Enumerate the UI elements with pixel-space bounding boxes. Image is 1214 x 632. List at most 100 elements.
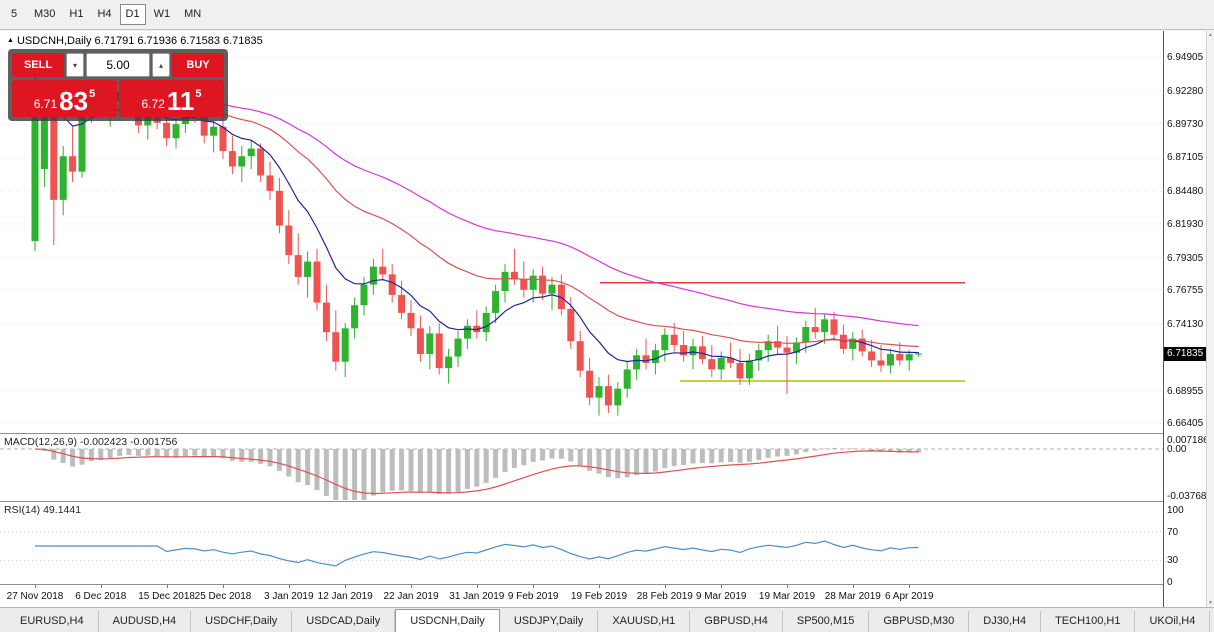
sell-price-box[interactable]: 6.71 83 5 bbox=[12, 80, 117, 117]
date-label: 28 Feb 2019 bbox=[636, 591, 693, 602]
chart-tab-gbpusd-m30[interactable]: GBPUSD,M30 bbox=[869, 611, 970, 632]
chart-tab-dj30-h4[interactable]: DJ30,H4 bbox=[969, 611, 1042, 632]
sell-big-figure: 6.71 bbox=[33, 96, 58, 111]
buy-price-box[interactable]: 6.72 11 5 bbox=[119, 80, 224, 117]
chart-tab-usdjpy-daily[interactable]: USDJPY,Daily bbox=[500, 611, 599, 632]
date-label: 22 Jan 2019 bbox=[383, 591, 439, 602]
chart-tab-ukoil-h4[interactable]: UKOil,H4 bbox=[1135, 611, 1211, 632]
chevron-up-icon: ▴ bbox=[158, 60, 163, 70]
date-tick bbox=[909, 585, 911, 588]
sell-pips: 83 bbox=[59, 86, 89, 116]
macd-label: MACD(12,26,9) -0.002423 -0.001756 bbox=[4, 436, 178, 448]
rsi-level-0: 0 bbox=[1167, 577, 1173, 588]
date-tick bbox=[166, 585, 168, 588]
chart-tab-usdcnh-daily[interactable]: USDCNH,Daily bbox=[395, 609, 500, 632]
price-axis-label: 6.94905 bbox=[1167, 52, 1204, 64]
timeframe-button-h1[interactable]: H1 bbox=[69, 8, 84, 20]
date-label: 27 Nov 2018 bbox=[6, 591, 64, 602]
scrollbar-down-icon[interactable]: ▼ bbox=[1208, 600, 1213, 606]
scrollbar-up-icon[interactable]: ▲ bbox=[1208, 32, 1213, 38]
price-axis-label: 6.68955 bbox=[1167, 385, 1204, 397]
macd-axis-min: -0.037688 bbox=[1167, 491, 1213, 502]
price-axis[interactable]: 6.94905 6.92280 6.89730 6.87105 6.84480 6.819… bbox=[1163, 31, 1212, 607]
chart-tab-usdchf-daily[interactable]: USDCHF,Daily bbox=[191, 611, 293, 632]
chart-tab-eurusd-h4[interactable]: EURUSD,H4 bbox=[6, 611, 99, 632]
chart-tab-tech100-h1[interactable]: TECH100,H1 bbox=[1041, 611, 1136, 632]
date-label: 9 Feb 2019 bbox=[507, 591, 559, 602]
date-label: 6 Dec 2018 bbox=[75, 591, 127, 602]
macd-axis-zero: 0.00 bbox=[1167, 443, 1187, 455]
panel-separator[interactable] bbox=[0, 433, 1206, 434]
sell-pipette: 5 bbox=[89, 88, 96, 100]
date-tick bbox=[599, 585, 600, 588]
price-axis-label: 6.76755 bbox=[1167, 285, 1204, 297]
sell-button[interactable]: SELL bbox=[12, 53, 64, 77]
date-label: 19 Feb 2019 bbox=[570, 591, 628, 602]
macd-indicator-panel[interactable]: MACD(12,26,9) -0.002423 -0.001756 bbox=[0, 434, 1163, 501]
timeframe-button-mn[interactable]: MN bbox=[184, 8, 202, 20]
buy-pips: 11 bbox=[166, 86, 195, 116]
date-tick bbox=[664, 585, 666, 588]
date-tick bbox=[223, 585, 224, 588]
timeframe-button-5[interactable]: 5 bbox=[10, 8, 18, 20]
panel-separator[interactable] bbox=[0, 501, 1206, 502]
chart-title: ▲ USDCNH,Daily 6.71791 6.71936 6.71583 6.… bbox=[7, 35, 263, 47]
price-axis-label: 6.79305 bbox=[1167, 252, 1204, 264]
date-label: 25 Dec 2018 bbox=[194, 591, 252, 602]
date-label: 19 Mar 2019 bbox=[758, 591, 816, 602]
timeframe-button-d1[interactable]: D1 bbox=[119, 4, 146, 25]
volume-input[interactable] bbox=[86, 53, 150, 77]
date-tick bbox=[852, 585, 854, 588]
buy-pipette: 5 bbox=[195, 88, 202, 100]
date-tick bbox=[288, 585, 290, 588]
price-axis-label: 6.66405 bbox=[1167, 418, 1204, 430]
price-axis-label: 6.87105 bbox=[1167, 152, 1204, 164]
chart-tab-xauusd-h1[interactable]: XAUUSD,H1 bbox=[598, 611, 691, 632]
volume-dropdown-button[interactable]: ▾ bbox=[66, 53, 84, 77]
rsi-level-70: 70 bbox=[1167, 526, 1179, 538]
vertical-scrollbar[interactable]: ▲ ▼ bbox=[1206, 31, 1214, 607]
macd-chart[interactable] bbox=[0, 434, 1163, 501]
rsi-level-30: 30 bbox=[1167, 555, 1179, 567]
date-tick bbox=[476, 585, 478, 588]
price-axis-label: 6.74130 bbox=[1167, 319, 1204, 331]
date-tick bbox=[345, 585, 347, 588]
timeframe-button-h4[interactable]: H4 bbox=[97, 8, 112, 20]
date-label: 31 Jan 2019 bbox=[449, 591, 505, 602]
buy-big-figure: 6.72 bbox=[141, 96, 165, 111]
date-axis[interactable]: 27 Nov 2018 6 Dec 2018 15 Dec 2018 25 Dec 2… bbox=[0, 585, 1163, 607]
date-tick bbox=[721, 585, 723, 588]
rsi-chart[interactable] bbox=[0, 502, 1163, 584]
date-label: 6 Apr 2019 bbox=[885, 591, 934, 602]
date-label: 9 Mar 2019 bbox=[695, 591, 747, 602]
main-chart-panel[interactable]: ▲ USDCNH,Daily 6.71791 6.71936 6.71583 6.… bbox=[0, 31, 1163, 433]
volume-stepper-button[interactable]: ▴ bbox=[152, 53, 170, 77]
date-label: 15 Dec 2018 bbox=[138, 591, 195, 602]
buy-button[interactable]: BUY bbox=[172, 53, 224, 77]
chevron-down-icon: ▾ bbox=[72, 60, 77, 70]
rsi-indicator-panel[interactable]: RSI(14) 49.1441 bbox=[0, 502, 1163, 584]
timeframe-button-m30[interactable]: M30 bbox=[34, 8, 56, 20]
panel-separator[interactable] bbox=[0, 584, 1206, 585]
chart-tab-sp500-m15[interactable]: SP500,M15 bbox=[783, 611, 870, 632]
macd-axis-max: 0.007186 bbox=[1167, 435, 1209, 446]
date-tick bbox=[35, 585, 36, 588]
date-tick bbox=[411, 585, 412, 588]
rsi-label: RSI(14) 49.1441 bbox=[4, 504, 82, 516]
chart-expand-icon[interactable]: ▲ bbox=[7, 37, 14, 44]
chart-tab-audusd-h4[interactable]: AUDUSD,H4 bbox=[99, 611, 192, 632]
price-axis-label: 6.89730 bbox=[1167, 118, 1204, 130]
date-tick bbox=[100, 585, 102, 588]
date-tick bbox=[787, 585, 788, 588]
price-axis-label: 6.84480 bbox=[1167, 186, 1204, 198]
date-label: 12 Jan 2019 bbox=[317, 591, 373, 602]
date-label: 28 Mar 2019 bbox=[824, 591, 881, 602]
chart-tab-gbpusd-h4[interactable]: GBPUSD,H4 bbox=[690, 611, 783, 632]
timeframe-toolbar: 5 M30 H1 H4 D1 W1 MN bbox=[0, 0, 1214, 30]
chart-tab-usdcad-daily[interactable]: USDCAD,Daily bbox=[292, 611, 396, 632]
chart-tab-bar: EURUSD,H4 AUDUSD,H4 USDCHF,Daily USDCAD,Dai… bbox=[0, 607, 1214, 632]
timeframe-button-w1[interactable]: W1 bbox=[153, 8, 171, 20]
price-axis-label: 6.92280 bbox=[1167, 85, 1204, 97]
